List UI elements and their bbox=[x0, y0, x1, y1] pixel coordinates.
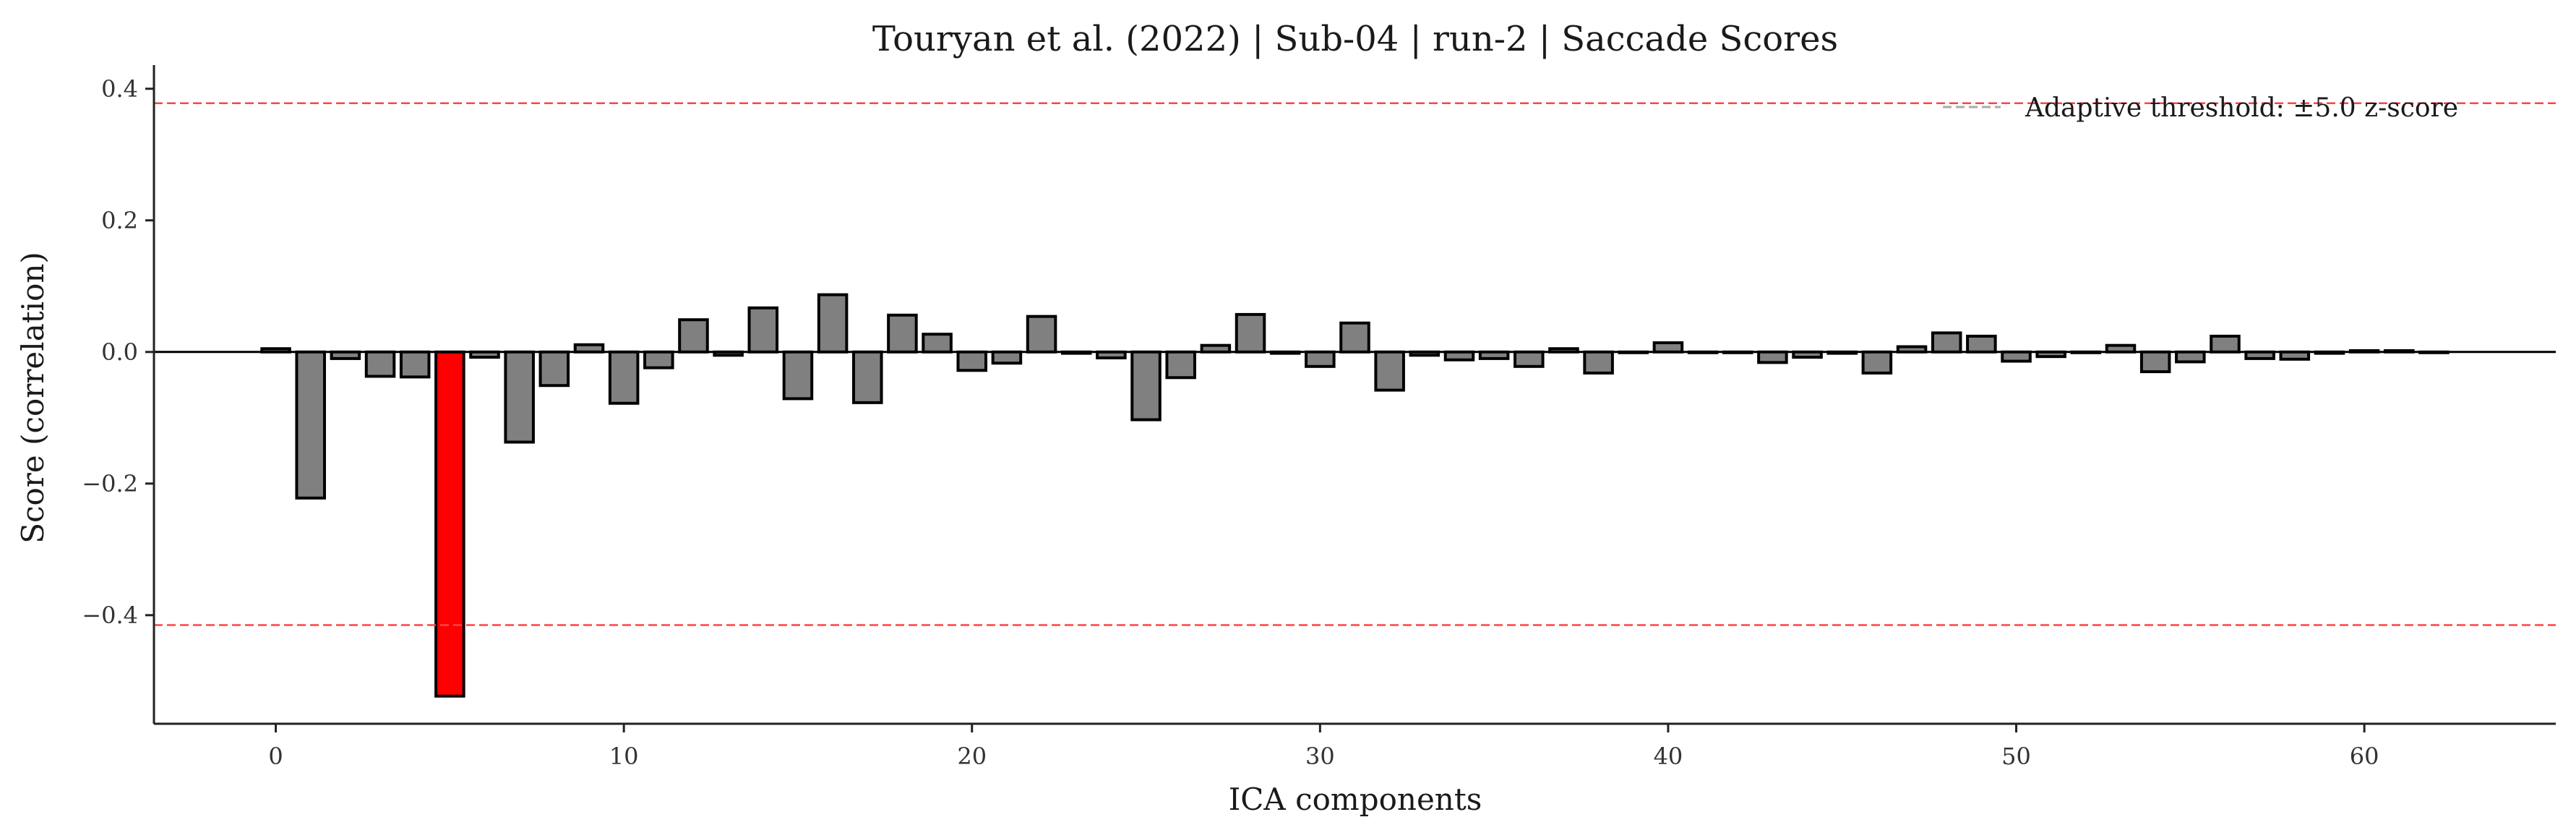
bars-group bbox=[260, 293, 2450, 698]
chart-title: Touryan et al. (2022) | Sub-04 | run-2 |… bbox=[872, 19, 1838, 59]
bar-component-58 bbox=[2279, 350, 2311, 361]
bar-component-25 bbox=[1130, 350, 1162, 422]
x-axis-label: ICA components bbox=[1229, 782, 1482, 817]
x-tick-label: 0 bbox=[268, 743, 283, 770]
bar-component-21 bbox=[991, 350, 1023, 365]
bar-component-1 bbox=[295, 350, 326, 500]
bar-component-9 bbox=[573, 343, 605, 354]
bar-component-48 bbox=[1931, 331, 1962, 354]
plot-area bbox=[154, 102, 2556, 698]
bar-component-55 bbox=[2175, 350, 2206, 364]
bar-component-50 bbox=[2001, 350, 2032, 363]
y-tick-label: 0.2 bbox=[101, 207, 138, 234]
bar-component-11 bbox=[643, 350, 674, 369]
x-tick-label: 40 bbox=[1654, 743, 1683, 770]
y-ticks: 0.4 0.2 0.0 −0.2 −0.4 bbox=[82, 75, 154, 629]
bar-component-15 bbox=[782, 350, 814, 401]
bar-component-56 bbox=[2210, 334, 2241, 354]
bar-component-8 bbox=[538, 350, 570, 388]
bar-component-12 bbox=[678, 318, 709, 354]
x-tick-label: 60 bbox=[2350, 743, 2379, 770]
bar-component-10 bbox=[608, 350, 640, 405]
bar-component-20 bbox=[956, 350, 988, 372]
bar-component-7 bbox=[504, 350, 535, 444]
legend: Adaptive threshold: ±5.0 z-score bbox=[1943, 93, 2458, 123]
bar-component-4 bbox=[399, 350, 431, 379]
bar-component-16 bbox=[817, 293, 849, 354]
legend-threshold-label: Adaptive threshold: ±5.0 z-score bbox=[2025, 93, 2458, 123]
bar-component-43 bbox=[1757, 350, 1788, 364]
bar-component-14 bbox=[747, 306, 779, 354]
bar-component-30 bbox=[1305, 350, 1336, 368]
bar-component-19 bbox=[922, 333, 953, 354]
axes: 0 10 20 30 40 50 60 0.4 0.2 0.0 −0.2 −0.4 bbox=[82, 65, 2556, 770]
bar-component-49 bbox=[1966, 334, 1997, 354]
bar-component-5 bbox=[434, 350, 465, 698]
bar-component-31 bbox=[1339, 321, 1370, 354]
bar-component-34 bbox=[1443, 350, 1475, 362]
threshold-lines bbox=[154, 102, 2556, 626]
y-axis-label: Score (correlation) bbox=[15, 252, 51, 544]
bar-component-40 bbox=[1652, 341, 1684, 354]
bar-component-54 bbox=[2139, 350, 2171, 374]
bar-component-18 bbox=[887, 313, 918, 354]
y-tick-label: 0.0 bbox=[101, 338, 138, 366]
bar-component-22 bbox=[1026, 315, 1057, 354]
bar-component-46 bbox=[1861, 350, 1893, 375]
bar-component-38 bbox=[1583, 350, 1614, 375]
x-tick-label: 30 bbox=[1305, 743, 1335, 770]
bar-component-17 bbox=[852, 350, 883, 404]
x-tick-label: 20 bbox=[957, 743, 987, 770]
x-tick-label: 50 bbox=[2001, 743, 2031, 770]
y-tick-label: 0.4 bbox=[101, 75, 138, 103]
bar-component-3 bbox=[364, 350, 396, 378]
y-tick-label: −0.4 bbox=[82, 602, 138, 629]
bar-component-26 bbox=[1165, 350, 1196, 380]
y-tick-label: −0.2 bbox=[82, 470, 138, 497]
x-ticks: 0 10 20 30 40 50 60 bbox=[268, 724, 2379, 770]
bar-component-36 bbox=[1514, 350, 1545, 368]
bar-component-28 bbox=[1235, 312, 1266, 354]
bar-component-32 bbox=[1374, 350, 1405, 392]
x-tick-label: 10 bbox=[609, 743, 639, 770]
